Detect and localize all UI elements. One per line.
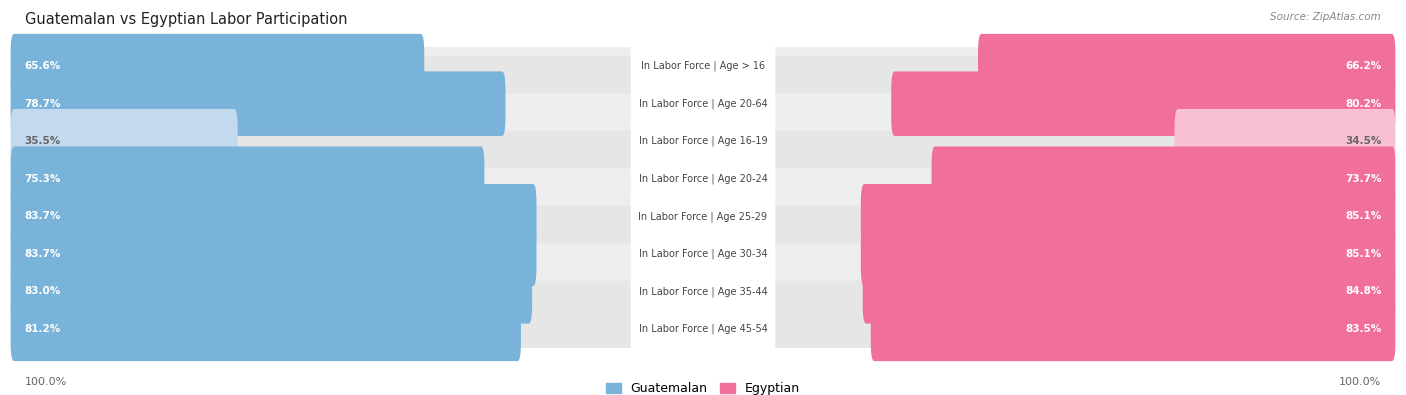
Text: 35.5%: 35.5% <box>24 136 60 146</box>
Text: 83.0%: 83.0% <box>24 286 60 296</box>
FancyBboxPatch shape <box>8 206 1398 302</box>
Text: 83.7%: 83.7% <box>24 249 60 259</box>
FancyBboxPatch shape <box>891 71 1395 136</box>
Text: 73.7%: 73.7% <box>1346 174 1382 184</box>
FancyBboxPatch shape <box>631 222 775 286</box>
FancyBboxPatch shape <box>11 147 485 211</box>
FancyBboxPatch shape <box>8 168 1398 264</box>
FancyBboxPatch shape <box>979 34 1395 98</box>
Text: In Labor Force | Age 25-29: In Labor Force | Age 25-29 <box>638 211 768 222</box>
Text: 100.0%: 100.0% <box>25 377 67 387</box>
Legend: Guatemalan, Egyptian: Guatemalan, Egyptian <box>606 382 800 395</box>
Text: 81.2%: 81.2% <box>24 324 60 334</box>
FancyBboxPatch shape <box>11 109 238 173</box>
FancyBboxPatch shape <box>631 34 775 98</box>
Text: In Labor Force | Age 20-64: In Labor Force | Age 20-64 <box>638 98 768 109</box>
FancyBboxPatch shape <box>8 131 1398 227</box>
FancyBboxPatch shape <box>870 297 1395 361</box>
Text: 84.8%: 84.8% <box>1346 286 1382 296</box>
FancyBboxPatch shape <box>631 147 775 211</box>
Text: 34.5%: 34.5% <box>1346 136 1382 146</box>
FancyBboxPatch shape <box>860 222 1395 286</box>
FancyBboxPatch shape <box>8 18 1398 114</box>
FancyBboxPatch shape <box>631 184 775 248</box>
FancyBboxPatch shape <box>631 71 775 136</box>
Text: Guatemalan vs Egyptian Labor Participation: Guatemalan vs Egyptian Labor Participati… <box>25 12 347 27</box>
FancyBboxPatch shape <box>631 297 775 361</box>
FancyBboxPatch shape <box>631 109 775 173</box>
FancyBboxPatch shape <box>11 259 531 324</box>
FancyBboxPatch shape <box>8 93 1398 189</box>
FancyBboxPatch shape <box>631 259 775 324</box>
Text: 83.7%: 83.7% <box>24 211 60 221</box>
Text: 66.2%: 66.2% <box>1346 61 1382 71</box>
FancyBboxPatch shape <box>8 243 1398 339</box>
FancyBboxPatch shape <box>11 222 537 286</box>
Text: 83.5%: 83.5% <box>1346 324 1382 334</box>
FancyBboxPatch shape <box>11 184 537 248</box>
Text: In Labor Force | Age 30-34: In Labor Force | Age 30-34 <box>638 248 768 259</box>
Text: In Labor Force | Age 35-44: In Labor Force | Age 35-44 <box>638 286 768 297</box>
FancyBboxPatch shape <box>860 184 1395 248</box>
Text: 100.0%: 100.0% <box>1339 377 1381 387</box>
Text: 80.2%: 80.2% <box>1346 99 1382 109</box>
FancyBboxPatch shape <box>8 56 1398 152</box>
Text: In Labor Force | Age 20-24: In Labor Force | Age 20-24 <box>638 173 768 184</box>
Text: 65.6%: 65.6% <box>24 61 60 71</box>
FancyBboxPatch shape <box>8 281 1398 377</box>
FancyBboxPatch shape <box>863 259 1395 324</box>
FancyBboxPatch shape <box>11 34 425 98</box>
Text: 85.1%: 85.1% <box>1346 211 1382 221</box>
Text: In Labor Force | Age > 16: In Labor Force | Age > 16 <box>641 61 765 71</box>
Text: Source: ZipAtlas.com: Source: ZipAtlas.com <box>1270 12 1381 22</box>
FancyBboxPatch shape <box>11 297 522 361</box>
Text: In Labor Force | Age 16-19: In Labor Force | Age 16-19 <box>638 136 768 147</box>
FancyBboxPatch shape <box>11 71 506 136</box>
Text: In Labor Force | Age 45-54: In Labor Force | Age 45-54 <box>638 324 768 334</box>
FancyBboxPatch shape <box>932 147 1395 211</box>
Text: 75.3%: 75.3% <box>24 174 60 184</box>
FancyBboxPatch shape <box>1174 109 1395 173</box>
Text: 78.7%: 78.7% <box>24 99 60 109</box>
Text: 85.1%: 85.1% <box>1346 249 1382 259</box>
